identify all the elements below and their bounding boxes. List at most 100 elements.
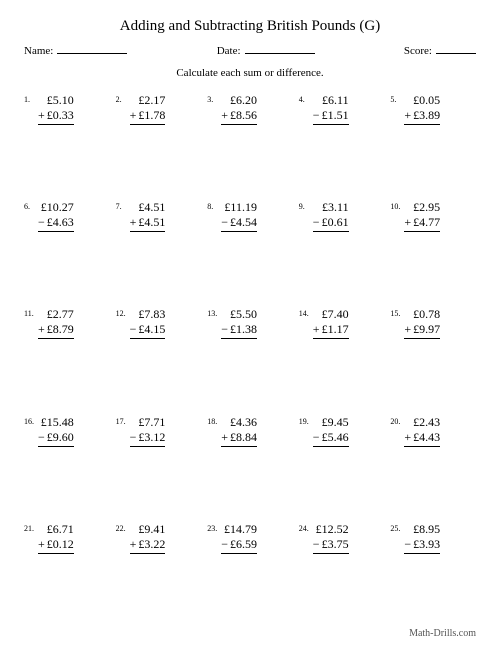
problem-number: 20.	[390, 417, 400, 426]
problem-stack: £6.20+£8.56	[221, 93, 257, 125]
operand-bottom: +£3.89	[404, 108, 440, 125]
problem-stack: £0.05+£3.89	[404, 93, 440, 125]
operator: −	[313, 430, 320, 444]
problem-24: 24. £12.52−£3.75	[299, 522, 385, 593]
score-label: Score:	[404, 45, 432, 57]
operator: +	[130, 108, 137, 122]
operator: −	[130, 430, 137, 444]
operand-top: £0.78	[404, 307, 440, 322]
operand-bottom: −£3.12	[130, 430, 166, 447]
operand-bottom: −£4.63	[38, 215, 74, 232]
problem-10: 10. £2.95+£4.77	[390, 200, 476, 271]
operator: −	[313, 108, 320, 122]
operand-top: £8.95	[404, 522, 440, 537]
problem-number: 16.	[24, 417, 34, 426]
operator: −	[221, 537, 228, 551]
operand-top: £7.40	[313, 307, 349, 322]
problem-20: 20. £2.43+£4.43	[390, 415, 476, 486]
operand-top: £4.51	[130, 200, 166, 215]
problem-stack: £0.78+£9.97	[404, 307, 440, 339]
problem-number: 1.	[24, 95, 30, 104]
name-field: Name:	[24, 43, 127, 57]
operator: +	[404, 430, 411, 444]
date-label: Date:	[217, 45, 241, 57]
problem-5: 5. £0.05+£3.89	[390, 93, 476, 164]
operand-bottom: −£4.15	[130, 322, 166, 339]
operand-bottom: −£3.93	[404, 537, 440, 554]
operator: +	[313, 322, 320, 336]
problem-number: 11.	[24, 309, 34, 318]
operator: +	[38, 322, 45, 336]
problem-stack: £14.79−£6.59	[221, 522, 257, 554]
problem-number: 7.	[116, 202, 122, 211]
operand-top: £6.11	[313, 93, 349, 108]
operator: −	[38, 215, 45, 229]
problem-stack: £15.48−£9.60	[38, 415, 74, 447]
problem-number: 10.	[390, 202, 400, 211]
problem-number: 12.	[116, 309, 126, 318]
problem-12: 12. £7.83−£4.15	[116, 307, 202, 378]
operand-top: £2.43	[404, 415, 440, 430]
operator: −	[313, 215, 320, 229]
problem-number: 8.	[207, 202, 213, 211]
operator: −	[38, 430, 45, 444]
instruction-text: Calculate each sum or difference.	[24, 67, 476, 79]
problem-number: 5.	[390, 95, 396, 104]
name-label: Name:	[24, 45, 53, 57]
problem-stack: £4.51+£4.51	[130, 200, 166, 232]
operator: −	[221, 322, 228, 336]
date-blank[interactable]	[245, 43, 315, 54]
problem-number: 9.	[299, 202, 305, 211]
operator: −	[404, 537, 411, 551]
problem-stack: £3.11−£0.61	[313, 200, 349, 232]
problems-grid: 1.£5.10+£0.332.£2.17+£1.783.£6.20+£8.564…	[24, 93, 476, 593]
problem-stack: £2.95+£4.77	[404, 200, 440, 232]
operand-top: £0.05	[404, 93, 440, 108]
problem-1: 1.£5.10+£0.33	[24, 93, 110, 164]
problem-stack: £2.17+£1.78	[130, 93, 166, 125]
operand-bottom: +£8.84	[221, 430, 257, 447]
operand-bottom: +£1.78	[130, 108, 166, 125]
problem-stack: £5.50−£1.38	[221, 307, 257, 339]
problem-stack: £12.52−£3.75	[313, 522, 349, 554]
problem-number: 24.	[299, 524, 309, 533]
operand-top: £5.50	[221, 307, 257, 322]
problem-15: 15.£0.78+£9.97	[390, 307, 476, 378]
operand-bottom: +£0.12	[38, 537, 74, 554]
problem-3: 3. £6.20+£8.56	[207, 93, 293, 164]
operand-bottom: +£4.43	[404, 430, 440, 447]
problem-stack: £7.40+£1.17	[313, 307, 349, 339]
worksheet-page: Adding and Subtracting British Pounds (G…	[0, 0, 500, 647]
problem-number: 3.	[207, 95, 213, 104]
operator: +	[404, 108, 411, 122]
problem-stack: £9.45−£5.46	[313, 415, 349, 447]
problem-4: 4.£6.11−£1.51	[299, 93, 385, 164]
operand-bottom: −£9.60	[38, 430, 74, 447]
problem-stack: £9.41+£3.22	[130, 522, 166, 554]
operand-top: £9.41	[130, 522, 166, 537]
operand-bottom: +£0.33	[38, 108, 74, 125]
operand-top: £11.19	[221, 200, 257, 215]
operand-top: £14.79	[221, 522, 257, 537]
operand-bottom: −£4.54	[221, 215, 257, 232]
problem-9: 9. £3.11−£0.61	[299, 200, 385, 271]
problem-number: 14.	[299, 309, 309, 318]
operand-bottom: +£4.51	[130, 215, 166, 232]
problem-13: 13.£5.50−£1.38	[207, 307, 293, 378]
operator: −	[313, 537, 320, 551]
problem-21: 21.£6.71+£0.12	[24, 522, 110, 593]
operator: −	[130, 322, 137, 336]
operand-bottom: +£3.22	[130, 537, 166, 554]
operand-bottom: −£6.59	[221, 537, 257, 554]
problem-number: 21.	[24, 524, 34, 533]
name-blank[interactable]	[57, 43, 127, 54]
score-blank[interactable]	[436, 43, 476, 54]
operand-top: £7.83	[130, 307, 166, 322]
problem-16: 16. £15.48−£9.60	[24, 415, 110, 486]
problem-23: 23.£14.79−£6.59	[207, 522, 293, 593]
problem-stack: £8.95−£3.93	[404, 522, 440, 554]
problem-number: 22.	[116, 524, 126, 533]
operand-top: £9.45	[313, 415, 349, 430]
operator: +	[38, 108, 45, 122]
problem-6: 6.£10.27−£4.63	[24, 200, 110, 271]
